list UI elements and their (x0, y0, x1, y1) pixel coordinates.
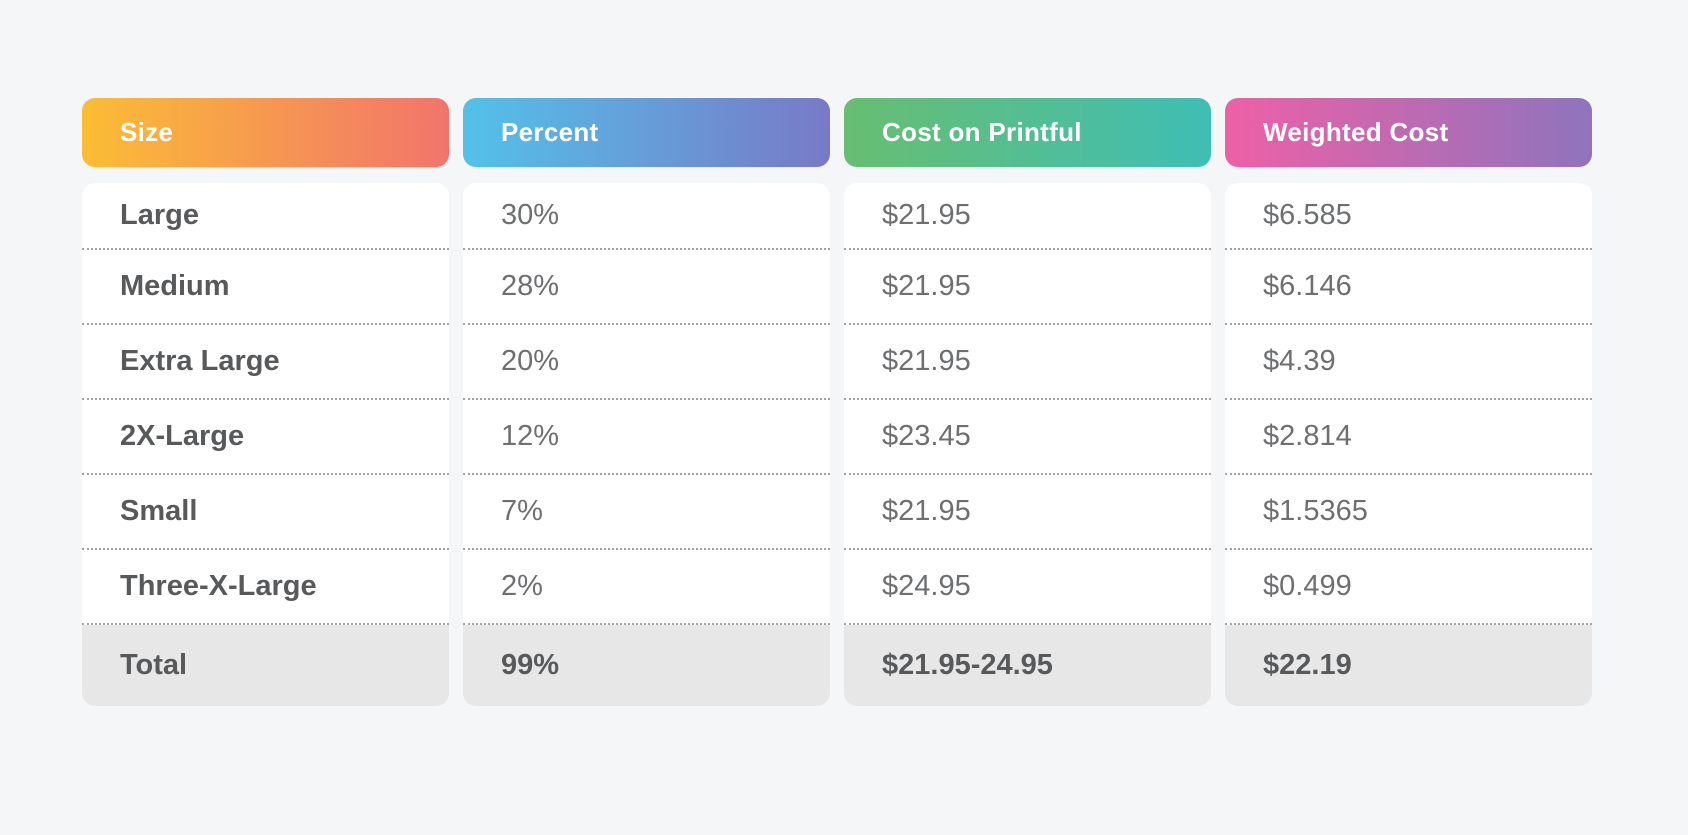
table-cell: 7% (463, 475, 830, 550)
row-label-cell: Large (82, 183, 449, 250)
row-label-cell: 2X-Large (82, 400, 449, 475)
column-body-percent: 30% 28% 20% 12% 7% 2% 99% (463, 183, 830, 706)
table-cell: $21.95 (844, 475, 1211, 550)
column-body-size: Large Medium Extra Large 2X-Large Small … (82, 183, 449, 706)
row-label-cell: Small (82, 475, 449, 550)
column-header-cost-label: Cost on Printful (882, 117, 1082, 147)
table-cell: 28% (463, 250, 830, 325)
table-cell: $2.814 (1225, 400, 1592, 475)
column-weighted-cost: Weighted Cost $6.585 $6.146 $4.39 $2.814… (1225, 98, 1592, 706)
table-cell: $0.499 (1225, 550, 1592, 625)
table-cell: $6.585 (1225, 183, 1592, 250)
row-label-cell: Medium (82, 250, 449, 325)
column-cost-on-printful: Cost on Printful $21.95 $21.95 $21.95 $2… (844, 98, 1211, 706)
column-size: Size Large Medium Extra Large 2X-Large S… (82, 98, 449, 706)
table-cell: $21.95 (844, 250, 1211, 325)
column-header-size: Size (82, 98, 449, 167)
column-header-weighted: Weighted Cost (1225, 98, 1592, 167)
column-header-percent: Percent (463, 98, 830, 167)
total-label-cell: Total (82, 625, 449, 706)
column-header-cost: Cost on Printful (844, 98, 1211, 167)
row-label-cell: Extra Large (82, 325, 449, 400)
table-cell: $24.95 (844, 550, 1211, 625)
table-cell: 20% (463, 325, 830, 400)
table-cell: 12% (463, 400, 830, 475)
column-header-weighted-label: Weighted Cost (1263, 117, 1449, 147)
table-cell: 2% (463, 550, 830, 625)
total-cell: $22.19 (1225, 625, 1592, 706)
total-cell: 99% (463, 625, 830, 706)
column-header-size-label: Size (120, 117, 174, 147)
total-cell: $21.95-24.95 (844, 625, 1211, 706)
table-cell: $6.146 (1225, 250, 1592, 325)
table-cell: $21.95 (844, 325, 1211, 400)
column-body-cost: $21.95 $21.95 $21.95 $23.45 $21.95 $24.9… (844, 183, 1211, 706)
pricing-table: Size Large Medium Extra Large 2X-Large S… (82, 98, 1592, 706)
table-cell: $21.95 (844, 183, 1211, 250)
column-body-weighted: $6.585 $6.146 $4.39 $2.814 $1.5365 $0.49… (1225, 183, 1592, 706)
table-cell: $4.39 (1225, 325, 1592, 400)
table-cell: $23.45 (844, 400, 1211, 475)
row-label-cell: Three-X-Large (82, 550, 449, 625)
table-cell: 30% (463, 183, 830, 250)
table-cell: $1.5365 (1225, 475, 1592, 550)
column-header-percent-label: Percent (501, 117, 599, 147)
column-percent: Percent 30% 28% 20% 12% 7% 2% 99% (463, 98, 830, 706)
